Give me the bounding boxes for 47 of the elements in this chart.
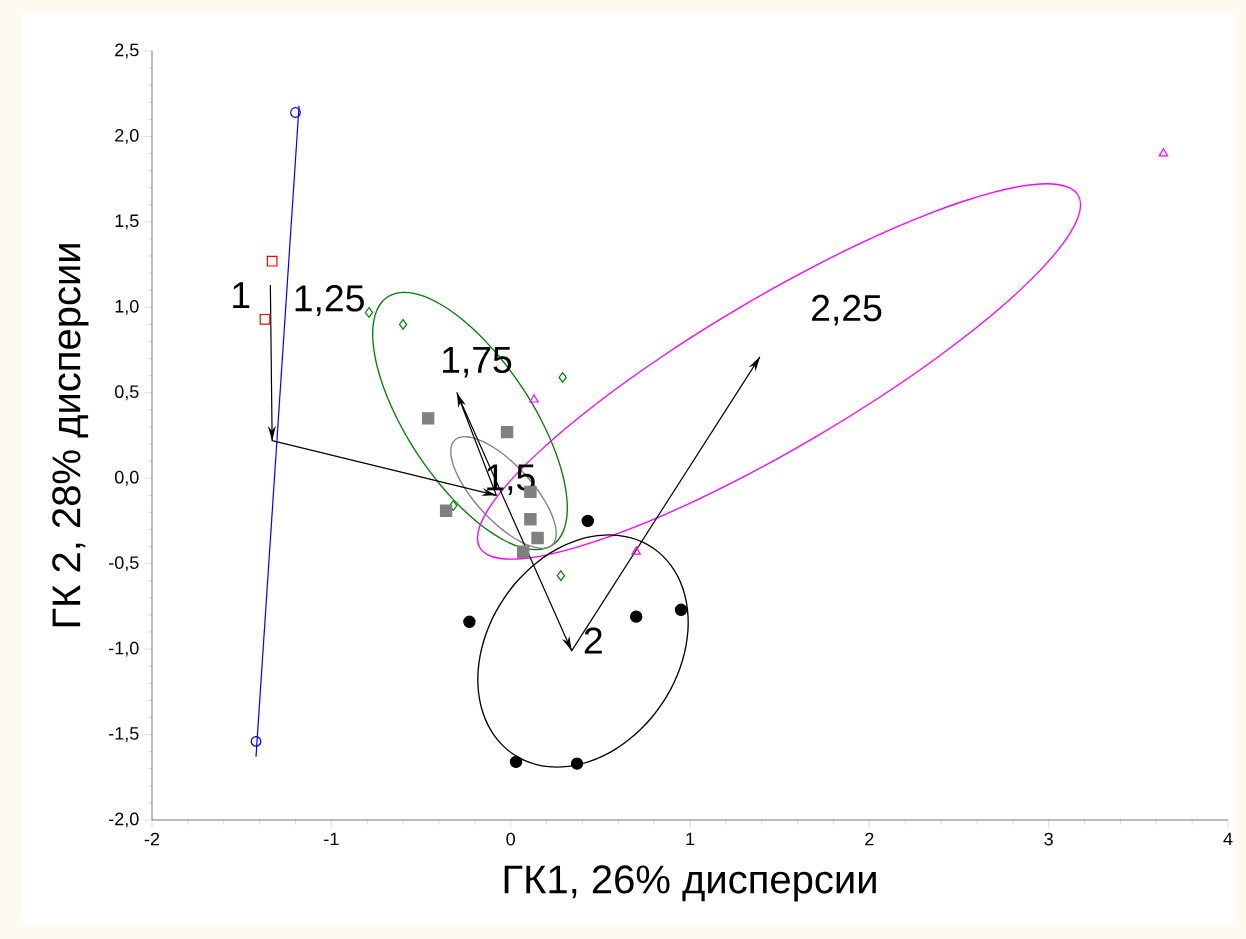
- point: [631, 546, 641, 555]
- x-tick-label: 0: [506, 832, 515, 846]
- point: [398, 319, 408, 330]
- annotation: 2: [584, 627, 602, 654]
- x-tick-label: 2: [865, 832, 874, 846]
- annotation: 1,25: [295, 285, 364, 316]
- point: [529, 394, 539, 403]
- point: [509, 755, 523, 769]
- point: [630, 610, 643, 623]
- point: [524, 513, 537, 526]
- y-tick-label: -1,5: [109, 727, 139, 742]
- point: [421, 412, 435, 425]
- point: [1158, 148, 1169, 157]
- point: [558, 371, 567, 383]
- y-tick-label: 1,0: [115, 299, 139, 315]
- annotation: 2,25: [812, 294, 882, 326]
- point: [439, 504, 453, 517]
- point: [556, 570, 566, 582]
- x-tick-label: 1: [686, 832, 695, 846]
- point: [500, 425, 514, 439]
- point: [449, 500, 458, 511]
- point: [250, 735, 262, 747]
- y-tick-label: -1,0: [109, 641, 139, 657]
- point: [463, 615, 476, 628]
- x-tick-label: -1: [324, 832, 339, 846]
- y-tick-label: -2,0: [109, 812, 139, 828]
- y-tick-label: 2,0: [115, 129, 139, 144]
- point: [290, 107, 301, 118]
- y-axis-title: ГК 2, 28% дисперсии: [52, 244, 89, 627]
- y-tick-label: 0,0: [114, 470, 139, 486]
- y-tick-label: 0,5: [114, 385, 139, 401]
- point: [517, 545, 530, 558]
- point: [259, 313, 271, 325]
- point: [531, 531, 544, 545]
- annotation: 1: [233, 282, 250, 308]
- point: [266, 255, 278, 267]
- x-tick-label: -2: [144, 832, 160, 846]
- x-axis-title: ГК1, 26% дисперсии: [504, 865, 876, 902]
- x-tick-label: 3: [1044, 832, 1053, 846]
- y-tick-label: -0,5: [109, 556, 139, 572]
- point: [581, 514, 594, 528]
- point: [674, 603, 688, 616]
- x-tick-label: 4: [1223, 832, 1233, 846]
- point: [570, 757, 584, 770]
- y-tick-label: 2,5: [115, 43, 139, 59]
- point: [364, 307, 374, 318]
- y-tick-label: 1,5: [115, 214, 139, 230]
